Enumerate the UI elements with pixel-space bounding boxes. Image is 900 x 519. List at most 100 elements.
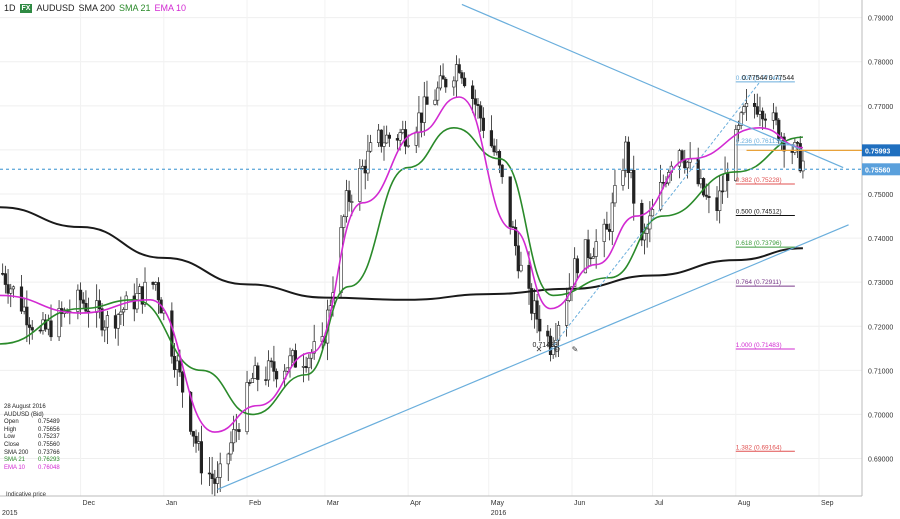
- x-tick-label: Dec: [83, 500, 96, 507]
- candle-body: [210, 473, 214, 480]
- candle-body: [382, 142, 386, 147]
- candle-body: [761, 110, 765, 120]
- candle-body: [492, 145, 496, 153]
- candle-body: [471, 85, 475, 99]
- close-icon[interactable]: ✕: [535, 345, 543, 354]
- candle-body: [264, 379, 268, 381]
- candle-body: [103, 326, 107, 331]
- candle-body: [368, 142, 373, 152]
- candle-body: [385, 134, 389, 144]
- y-tick-label: 0.71000: [868, 368, 893, 375]
- candle-body: [347, 190, 351, 202]
- ema10-legend[interactable]: EMA 10: [154, 3, 187, 13]
- candle-body: [27, 324, 32, 328]
- sma200-legend[interactable]: SMA 200: [78, 3, 116, 13]
- candle-body: [777, 119, 781, 141]
- y-tick-label: 0.75000: [868, 192, 893, 199]
- candle-body: [645, 228, 649, 234]
- pencil-icon[interactable]: ✎: [571, 345, 579, 354]
- candle-body: [452, 80, 456, 88]
- candle-body: [734, 129, 738, 181]
- candle-body: [360, 165, 365, 169]
- candle-body: [194, 435, 198, 444]
- candle-body: [441, 75, 445, 80]
- candle-body: [1, 273, 5, 275]
- fib-level-label: 0.500 (0.74512): [736, 209, 782, 216]
- x-tick-label: Aug: [738, 500, 751, 507]
- candle-body: [527, 264, 531, 289]
- candle-body: [613, 185, 617, 204]
- candle-body: [377, 129, 381, 143]
- candle-body: [97, 300, 101, 309]
- candle-body: [154, 282, 158, 285]
- candle-body: [535, 300, 539, 320]
- symbol-label[interactable]: AUDUSD: [36, 3, 75, 13]
- data-row-high: High 0.75656: [4, 426, 60, 433]
- candle-body: [143, 281, 147, 305]
- candle-body: [624, 141, 628, 171]
- fib-level-label: 0.764 (0.72911): [736, 279, 781, 286]
- candle-body: [49, 320, 53, 338]
- candle-body: [489, 130, 494, 147]
- fib-anchor-line: [550, 81, 761, 350]
- y-tick-label: 0.73000: [868, 280, 893, 287]
- candle-body: [610, 202, 614, 232]
- candle-body: [199, 441, 204, 474]
- year-label: 2016: [491, 510, 507, 517]
- annotation-label: 0.71483: [532, 342, 557, 349]
- candle-body: [680, 150, 684, 161]
- candle-body: [752, 102, 757, 107]
- candle-body: [398, 132, 402, 141]
- sma200-line: [0, 206, 803, 301]
- candle-body: [57, 308, 61, 338]
- candle-body: [269, 360, 273, 363]
- candle-body: [621, 170, 625, 186]
- x-tick-label: Mar: [327, 500, 340, 507]
- candle-body: [782, 136, 786, 152]
- gear-icon[interactable]: ⚙: [553, 345, 561, 354]
- candle-body: [350, 201, 354, 203]
- candle-body: [640, 203, 644, 241]
- data-row-ema10: EMA 10 0.76048: [4, 464, 60, 471]
- candle-body: [548, 335, 553, 355]
- candle-body: [116, 314, 120, 329]
- x-tick-label: May: [491, 500, 505, 507]
- sma21-legend[interactable]: SMA 21: [119, 3, 151, 13]
- candle-body: [589, 257, 593, 260]
- candle-body: [720, 190, 724, 193]
- candle-body: [226, 453, 230, 465]
- candle-body: [511, 226, 515, 228]
- year-label: 2015: [2, 510, 18, 517]
- interval-label[interactable]: 1D: [4, 3, 16, 13]
- candle-body: [661, 182, 665, 184]
- candle-body: [715, 197, 719, 211]
- data-window: 28 August 2016 AUDUSD (Bid) Open 0.75489 …: [4, 404, 60, 472]
- candle-body: [6, 284, 10, 294]
- candle-body: [213, 478, 217, 484]
- data-row-open: Open 0.75489: [4, 419, 60, 426]
- candle-body: [481, 117, 485, 131]
- candle-body: [744, 102, 749, 107]
- candle-body: [113, 315, 118, 329]
- candle-body: [253, 365, 257, 379]
- candle-body: [516, 245, 520, 272]
- candle-body: [790, 150, 794, 153]
- candle-body: [556, 325, 561, 341]
- candle-body: [307, 357, 311, 369]
- candle-body: [420, 112, 424, 123]
- candle-body: [19, 286, 24, 312]
- candle-body: [301, 365, 306, 368]
- candle-body: [629, 170, 633, 173]
- candle-body: [256, 365, 260, 380]
- candle-body: [358, 168, 362, 202]
- candle-body: [250, 378, 255, 383]
- fib-level-label: 0.618 (0.73796): [736, 240, 782, 247]
- chart-toolbar: 1D FX AUDUSD SMA 200 SMA 21 EMA 10: [0, 0, 186, 16]
- candle-body: [591, 256, 596, 259]
- data-row-sma200: SMA 200 0.73766: [4, 449, 60, 456]
- annotation-label: 0.77544: [769, 75, 794, 82]
- candle-body: [366, 150, 370, 174]
- candle-body: [602, 223, 606, 242]
- y-tick-label: 0.77000: [868, 104, 893, 111]
